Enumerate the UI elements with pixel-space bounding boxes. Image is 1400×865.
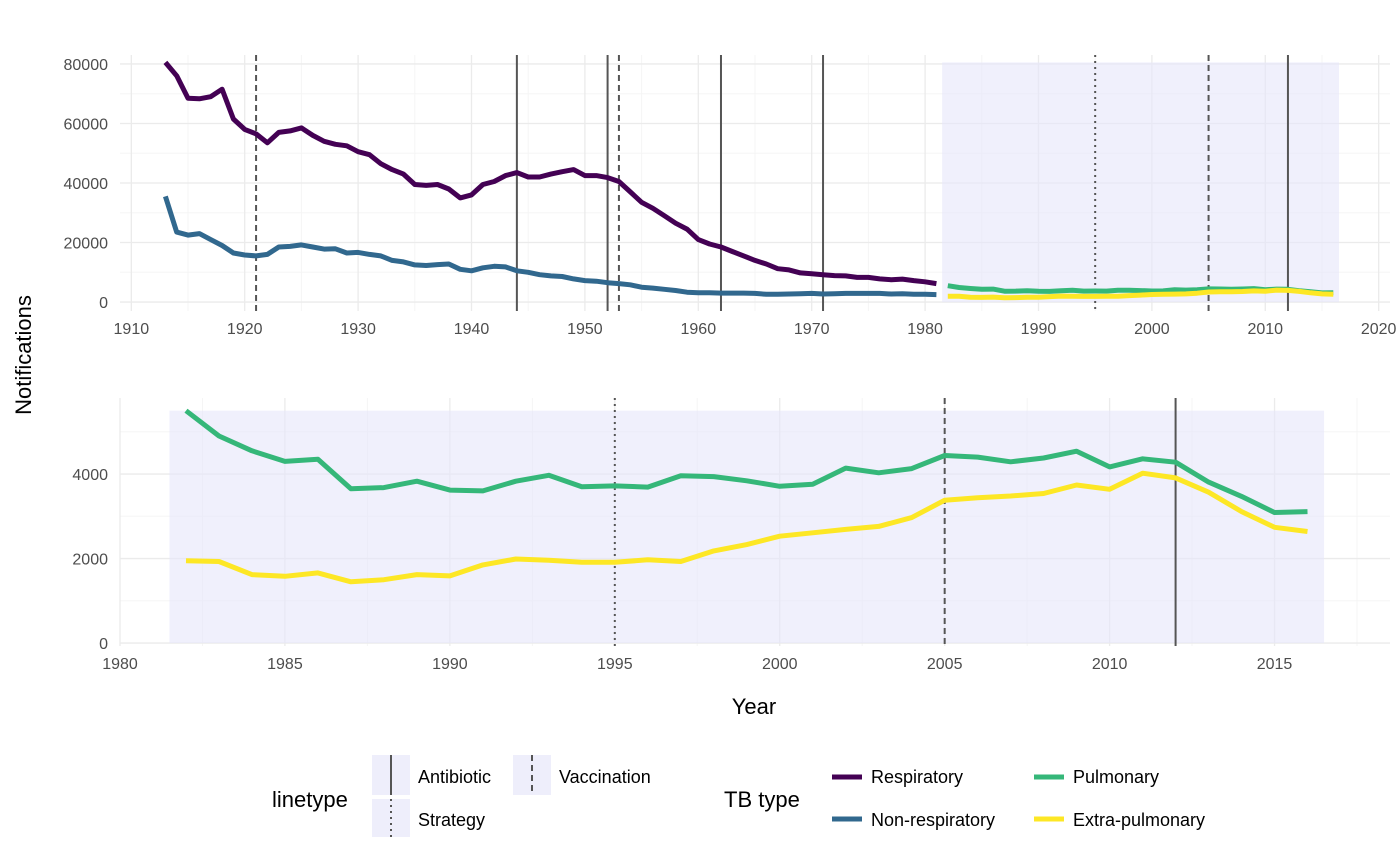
bottom-x-tick-label: 2015 [1257,656,1293,673]
legend-label-non-respiratory: Non-respiratory [871,810,995,830]
legend-label-respiratory: Respiratory [871,767,963,787]
bottom-y-tick-label: 0 [99,636,108,653]
top-series-line-respiratory [163,60,937,287]
legend-label-pulmonary: Pulmonary [1073,767,1159,787]
top-y-tick-label: 20000 [64,236,109,253]
bottom-series-line-extra-pulmonary [185,470,1308,585]
y-axis-title: Notifications [11,295,36,415]
legend-label-vaccination: Vaccination [559,767,651,787]
legend: linetype Antibiotic Vaccination Strategy… [272,755,1205,837]
top-x-tick-label: 2000 [1134,321,1170,338]
x-axis-title: Year [732,694,776,719]
top-x-tick-label: 1970 [794,321,830,338]
bottom-x-tick-label: 2000 [762,656,798,673]
top-x-tick-label: 1950 [567,321,603,338]
top-y-tick-label: 0 [99,295,108,312]
top-x-tick-label: 1930 [340,321,376,338]
top-series-line-non-respiratory [163,195,937,298]
bottom-x-tick-label: 2005 [927,656,963,673]
bottom-x-tick-label: 1985 [267,656,303,673]
legend-label-strategy: Strategy [418,810,485,830]
top-y-tick-label: 40000 [64,176,109,193]
top-x-tick-label: 1910 [114,321,150,338]
top-x-tick-label: 1980 [907,321,943,338]
top-x-tick-label: 1990 [1021,321,1057,338]
bottom-x-tick-label: 1990 [432,656,468,673]
bottom-x-tick-label: 1995 [597,656,633,673]
bottom-series-line-pulmonary [184,408,1308,515]
top-shaded-region [942,62,1339,303]
bottom-panel: 0 2000 4000 1980 1985 1990 1995 2000 2005 2010 201… [72,398,1390,673]
top-y-tick-label: 60000 [64,116,109,133]
top-x-tick-label: 1960 [681,321,717,338]
top-x-tick-label: 2020 [1361,321,1397,338]
bottom-x-tick-label: 1980 [102,656,138,673]
legend-label-antibiotic: Antibiotic [418,767,491,787]
top-x-tick-label: 1920 [227,321,263,338]
top-panel: 0 20000 40000 60000 80000 1910 1920 1930 1940 195… [64,55,1397,338]
top-y-tick-label: 80000 [64,57,109,74]
legend-label-extra-pulmonary: Extra-pulmonary [1073,810,1205,830]
top-x-tick-label: 2010 [1247,321,1283,338]
legend-linetype-title: linetype [272,787,348,812]
top-series-line-extra-pulmonary [947,287,1334,301]
bottom-y-tick-label: 4000 [72,467,108,484]
top-x-tick-label: 1940 [454,321,490,338]
bottom-y-tick-label: 2000 [72,552,108,569]
bottom-shaded-region [169,410,1325,644]
bottom-x-tick-label: 2010 [1092,656,1128,673]
legend-tbtype-title: TB type [724,787,800,812]
